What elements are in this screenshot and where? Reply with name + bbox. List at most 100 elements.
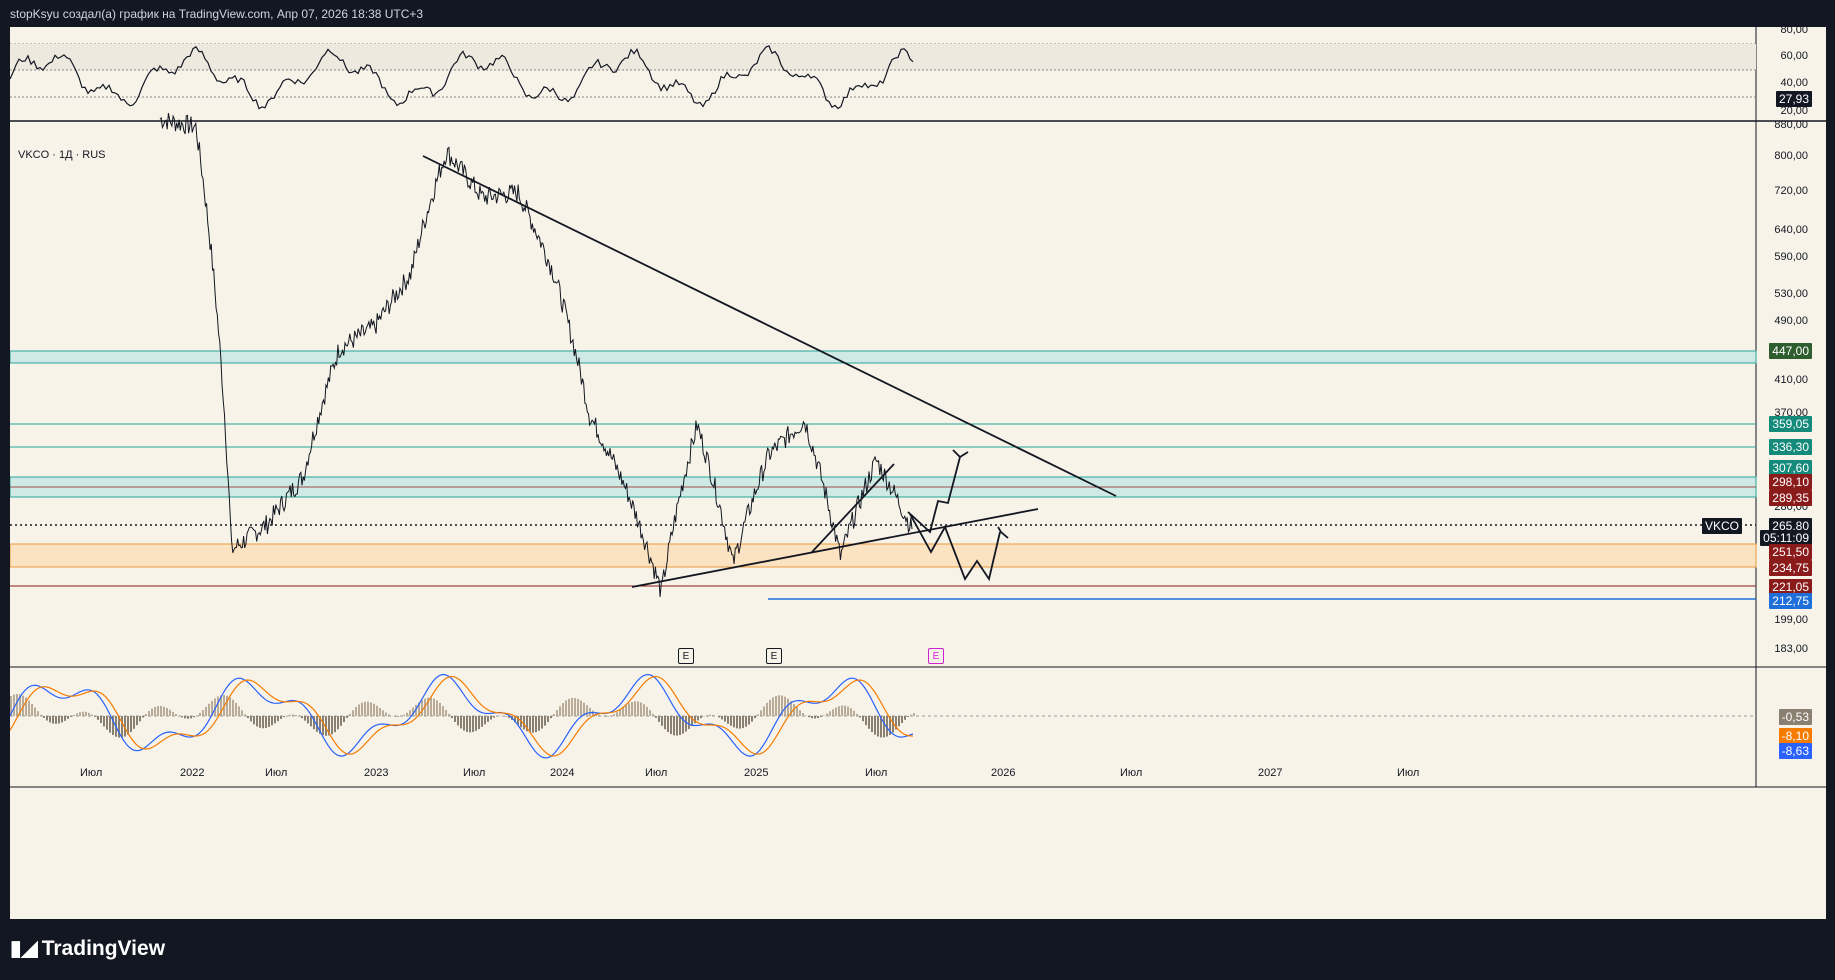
brand-name: TradingView (41, 937, 166, 960)
macd-histogram-bar (820, 716, 822, 718)
macd-histogram-bar (40, 714, 42, 716)
macd-histogram-bar (91, 714, 93, 716)
macd-line (10, 673, 914, 759)
macd-histogram-bar (232, 699, 234, 716)
macd-histogram-bar (250, 716, 252, 722)
macd-histogram-bar (577, 698, 579, 716)
macd-histogram-bar (313, 716, 315, 730)
price-axis-tick: 590,00 (1774, 251, 1808, 263)
macd-histogram-bar (814, 716, 816, 719)
macd-histogram-bar (541, 716, 543, 729)
macd-histogram-bar (130, 716, 132, 733)
macd-histogram-bar (766, 702, 768, 716)
earnings-marker[interactable]: E (766, 648, 782, 664)
macd-hist-tag: -0,53 (1778, 709, 1812, 725)
macd-histogram-bar (163, 706, 165, 716)
macd-histogram-bar (106, 716, 108, 730)
macd-histogram-bar (97, 716, 99, 720)
macd-histogram-bar (631, 701, 633, 716)
bearish-arrowhead (997, 526, 1009, 539)
macd-histogram-bar (904, 716, 906, 720)
rsi-line (10, 45, 914, 110)
macd-histogram-bar (751, 716, 753, 722)
macd-histogram-bar (406, 712, 408, 716)
macd-histogram-bar (493, 716, 495, 718)
macd-histogram-bar (277, 716, 279, 722)
symbol-label[interactable]: VKCO · 1Д · RUS (18, 149, 106, 161)
time-axis-tick: Июл (265, 767, 288, 779)
macd-histogram-bar (322, 716, 324, 736)
macd-histogram-bar (139, 716, 141, 722)
price-tag-307: 307,60 (1769, 460, 1812, 476)
macd-histogram-bar (535, 716, 537, 733)
macd-histogram-bar (118, 716, 120, 738)
time-axis-tick: Июл (80, 767, 103, 779)
macd-histogram-bar (862, 716, 864, 722)
macd-histogram-bar (583, 702, 585, 716)
zone-447 (10, 350, 1757, 364)
signal-line (10, 675, 914, 757)
macd-histogram-bar (778, 695, 780, 716)
macd-histogram-bar (799, 710, 801, 716)
macd-histogram-bar (268, 716, 270, 727)
macd-histogram-bar (271, 716, 273, 726)
macd-histogram-bar (16, 693, 18, 716)
macd-histogram-bar (487, 716, 489, 722)
macd-histogram-bar (634, 701, 636, 716)
macd-histogram-bar (154, 706, 156, 716)
macd-histogram-bar (883, 716, 885, 738)
macd-histogram-bar (325, 716, 327, 736)
macd-histogram-bar (94, 716, 96, 717)
macd-histogram-bar (436, 700, 438, 716)
chart-area[interactable]: VKCO · 1Д · RUS E E E 80,00 60,00 40,00 … (10, 24, 1826, 919)
macd-histogram-bar (688, 716, 690, 729)
earnings-marker-upcoming[interactable]: E (928, 648, 944, 664)
macd-histogram-bar (700, 716, 702, 719)
earnings-marker[interactable]: E (678, 648, 694, 664)
macd-histogram-bar (826, 713, 828, 716)
price-axis-tick: 880,00 (1774, 119, 1808, 131)
macd-histogram-bar (823, 715, 825, 716)
macd-histogram-bar (364, 701, 366, 716)
macd-histogram-bar (34, 707, 36, 716)
macd-histogram-bar (355, 706, 357, 716)
macd-histogram-bar (697, 716, 699, 721)
macd-histogram-bar (871, 716, 873, 733)
macd-histogram-bar (754, 716, 756, 719)
macd-histogram-bar (664, 716, 666, 730)
price-axis-tick: 720,00 (1774, 185, 1808, 197)
macd-histogram-bar (481, 716, 483, 727)
macd-histogram-bar (70, 716, 72, 717)
macd-histogram-bar (460, 716, 462, 729)
macd-histogram-bar (832, 709, 834, 716)
macd-histogram-bar (361, 702, 363, 716)
time-axis-tick: Июл (1397, 767, 1420, 779)
macd-histogram-bar (370, 702, 372, 716)
macd-histogram-bar (226, 695, 228, 716)
macd-histogram-bar (580, 700, 582, 716)
tradingview-logo[interactable]: ▮◢ TradingView (10, 936, 165, 961)
macd-histogram-bar (880, 716, 882, 738)
macd-histogram-bar (454, 716, 456, 722)
macd-histogram-bar (805, 715, 807, 716)
macd-histogram-bar (829, 711, 831, 716)
macd-histogram-bar (589, 707, 591, 716)
macd-histogram-bar (889, 716, 891, 735)
ascending-trendline (631, 508, 1039, 588)
macd-histogram-bar (427, 697, 429, 716)
macd-histogram-bar (331, 716, 333, 735)
price-tag-447: 447,00 (1769, 343, 1812, 359)
macd-histogram-bar (157, 706, 159, 716)
macd-histogram-bar (382, 710, 384, 716)
macd-histogram-bar (547, 716, 549, 723)
macd-signal-tag: -8,10 (1778, 728, 1812, 744)
macd-histogram-bar (616, 712, 618, 716)
price-series (159, 113, 913, 598)
macd-histogram-bar (76, 713, 78, 716)
macd-histogram-bar (886, 716, 888, 737)
macd-histogram-bar (334, 716, 336, 733)
macd-histogram-bar (376, 705, 378, 716)
macd-histogram-bar (352, 710, 354, 716)
macd-histogram-bar (28, 700, 30, 716)
macd-histogram-bar (403, 714, 405, 716)
